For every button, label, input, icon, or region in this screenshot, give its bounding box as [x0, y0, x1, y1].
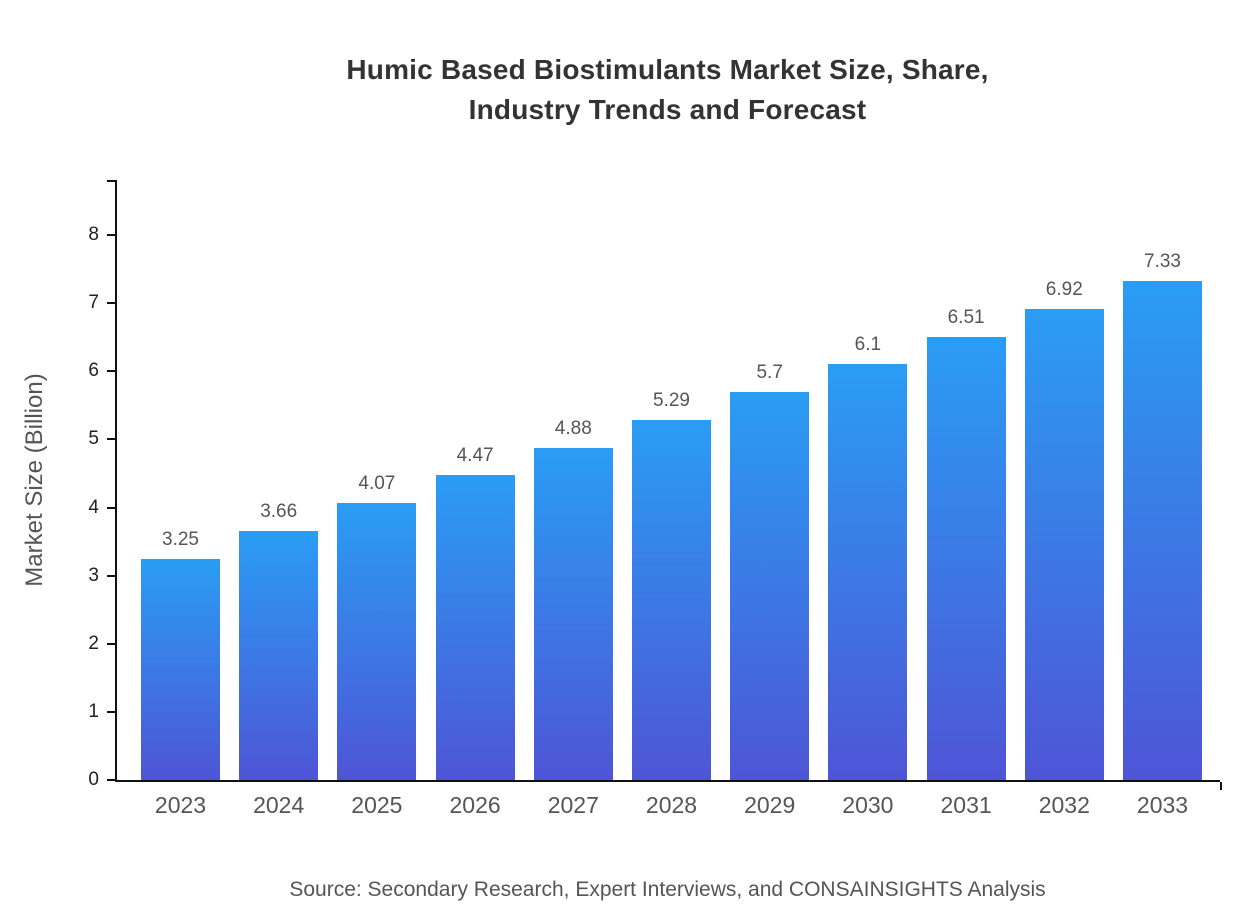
bar [435, 475, 515, 780]
x-axis-category-label: 2027 [547, 792, 599, 818]
bar-value-label: 6.92 [1045, 278, 1083, 300]
chart-title-line2: Industry Trends and Forecast [468, 94, 867, 125]
bar [1024, 308, 1104, 780]
bar [926, 336, 1006, 780]
y-axis-tick [107, 642, 115, 645]
bar-value-label: 4.88 [554, 417, 592, 439]
y-axis-tick-label: 8 [88, 224, 99, 245]
chart-title: Humic Based Biostimulants Market Size, S… [115, 50, 1220, 130]
x-axis-category-label: 2033 [1136, 792, 1189, 818]
x-axis-category-label: 2024 [253, 792, 305, 818]
y-axis-end-tick [107, 180, 115, 182]
bar [239, 530, 319, 780]
x-axis-category-label: 2032 [1038, 792, 1090, 818]
chart-title-line1: Humic Based Biostimulants Market Size, S… [346, 54, 989, 85]
y-axis-tick [107, 710, 115, 713]
bar [533, 447, 613, 780]
y-axis-tick-label: 4 [88, 496, 99, 518]
x-axis-category-label: 2025 [351, 792, 403, 818]
bar-value-label: 5.7 [756, 361, 783, 383]
x-axis-category-label: 2028 [645, 792, 698, 818]
x-axis-category-label: 2031 [940, 792, 992, 818]
x-axis-category-label: 2023 [154, 792, 207, 818]
x-axis-category-label: 2026 [449, 792, 501, 818]
bar-value-label: 4.07 [358, 472, 396, 494]
y-axis-tick-label: 2 [88, 632, 99, 654]
bar-value-label: 3.66 [260, 500, 298, 522]
y-axis-tick-label: 7 [88, 292, 99, 314]
y-axis-tick [107, 302, 115, 305]
bar [141, 558, 220, 780]
x-axis-end-tick [1220, 782, 1222, 790]
y-axis-tick-label: 6 [88, 360, 99, 382]
x-axis-category-label: 2029 [744, 792, 796, 818]
source-attribution: Source: Secondary Research, Expert Inter… [289, 878, 1046, 901]
bar-value-label: 6.51 [947, 306, 985, 328]
y-axis-tick [107, 506, 115, 509]
y-axis-title: Market Size (Billion) [21, 373, 48, 587]
y-axis-tick-label: 3 [88, 564, 99, 586]
y-axis-tick [107, 779, 115, 781]
bar-value-label: 6.1 [854, 334, 882, 356]
x-axis-category-label: 2030 [842, 792, 894, 818]
plot-area: 0 1 2 3 4 5 6 7 8 3.25 2023 3.66 2024 4.07 2025 4.47 202… [88, 180, 1222, 818]
y-axis-tick [107, 438, 115, 441]
y-axis-tick-label: 0 [88, 769, 99, 790]
y-axis-tick [107, 234, 115, 236]
y-axis-tick-label: 1 [88, 700, 99, 722]
bar-value-label: 7.33 [1144, 250, 1181, 272]
y-axis-tick-label: 5 [88, 428, 99, 450]
bar-value-label: 3.25 [162, 528, 199, 550]
y-axis-tick [107, 574, 115, 577]
bar [337, 502, 417, 780]
bar-value-label: 5.29 [653, 389, 690, 411]
y-axis-tick [107, 370, 115, 373]
bar-value-label: 4.47 [456, 445, 494, 467]
bar [632, 419, 711, 780]
bar [828, 364, 908, 780]
bar [730, 391, 810, 780]
bar [1123, 280, 1202, 780]
